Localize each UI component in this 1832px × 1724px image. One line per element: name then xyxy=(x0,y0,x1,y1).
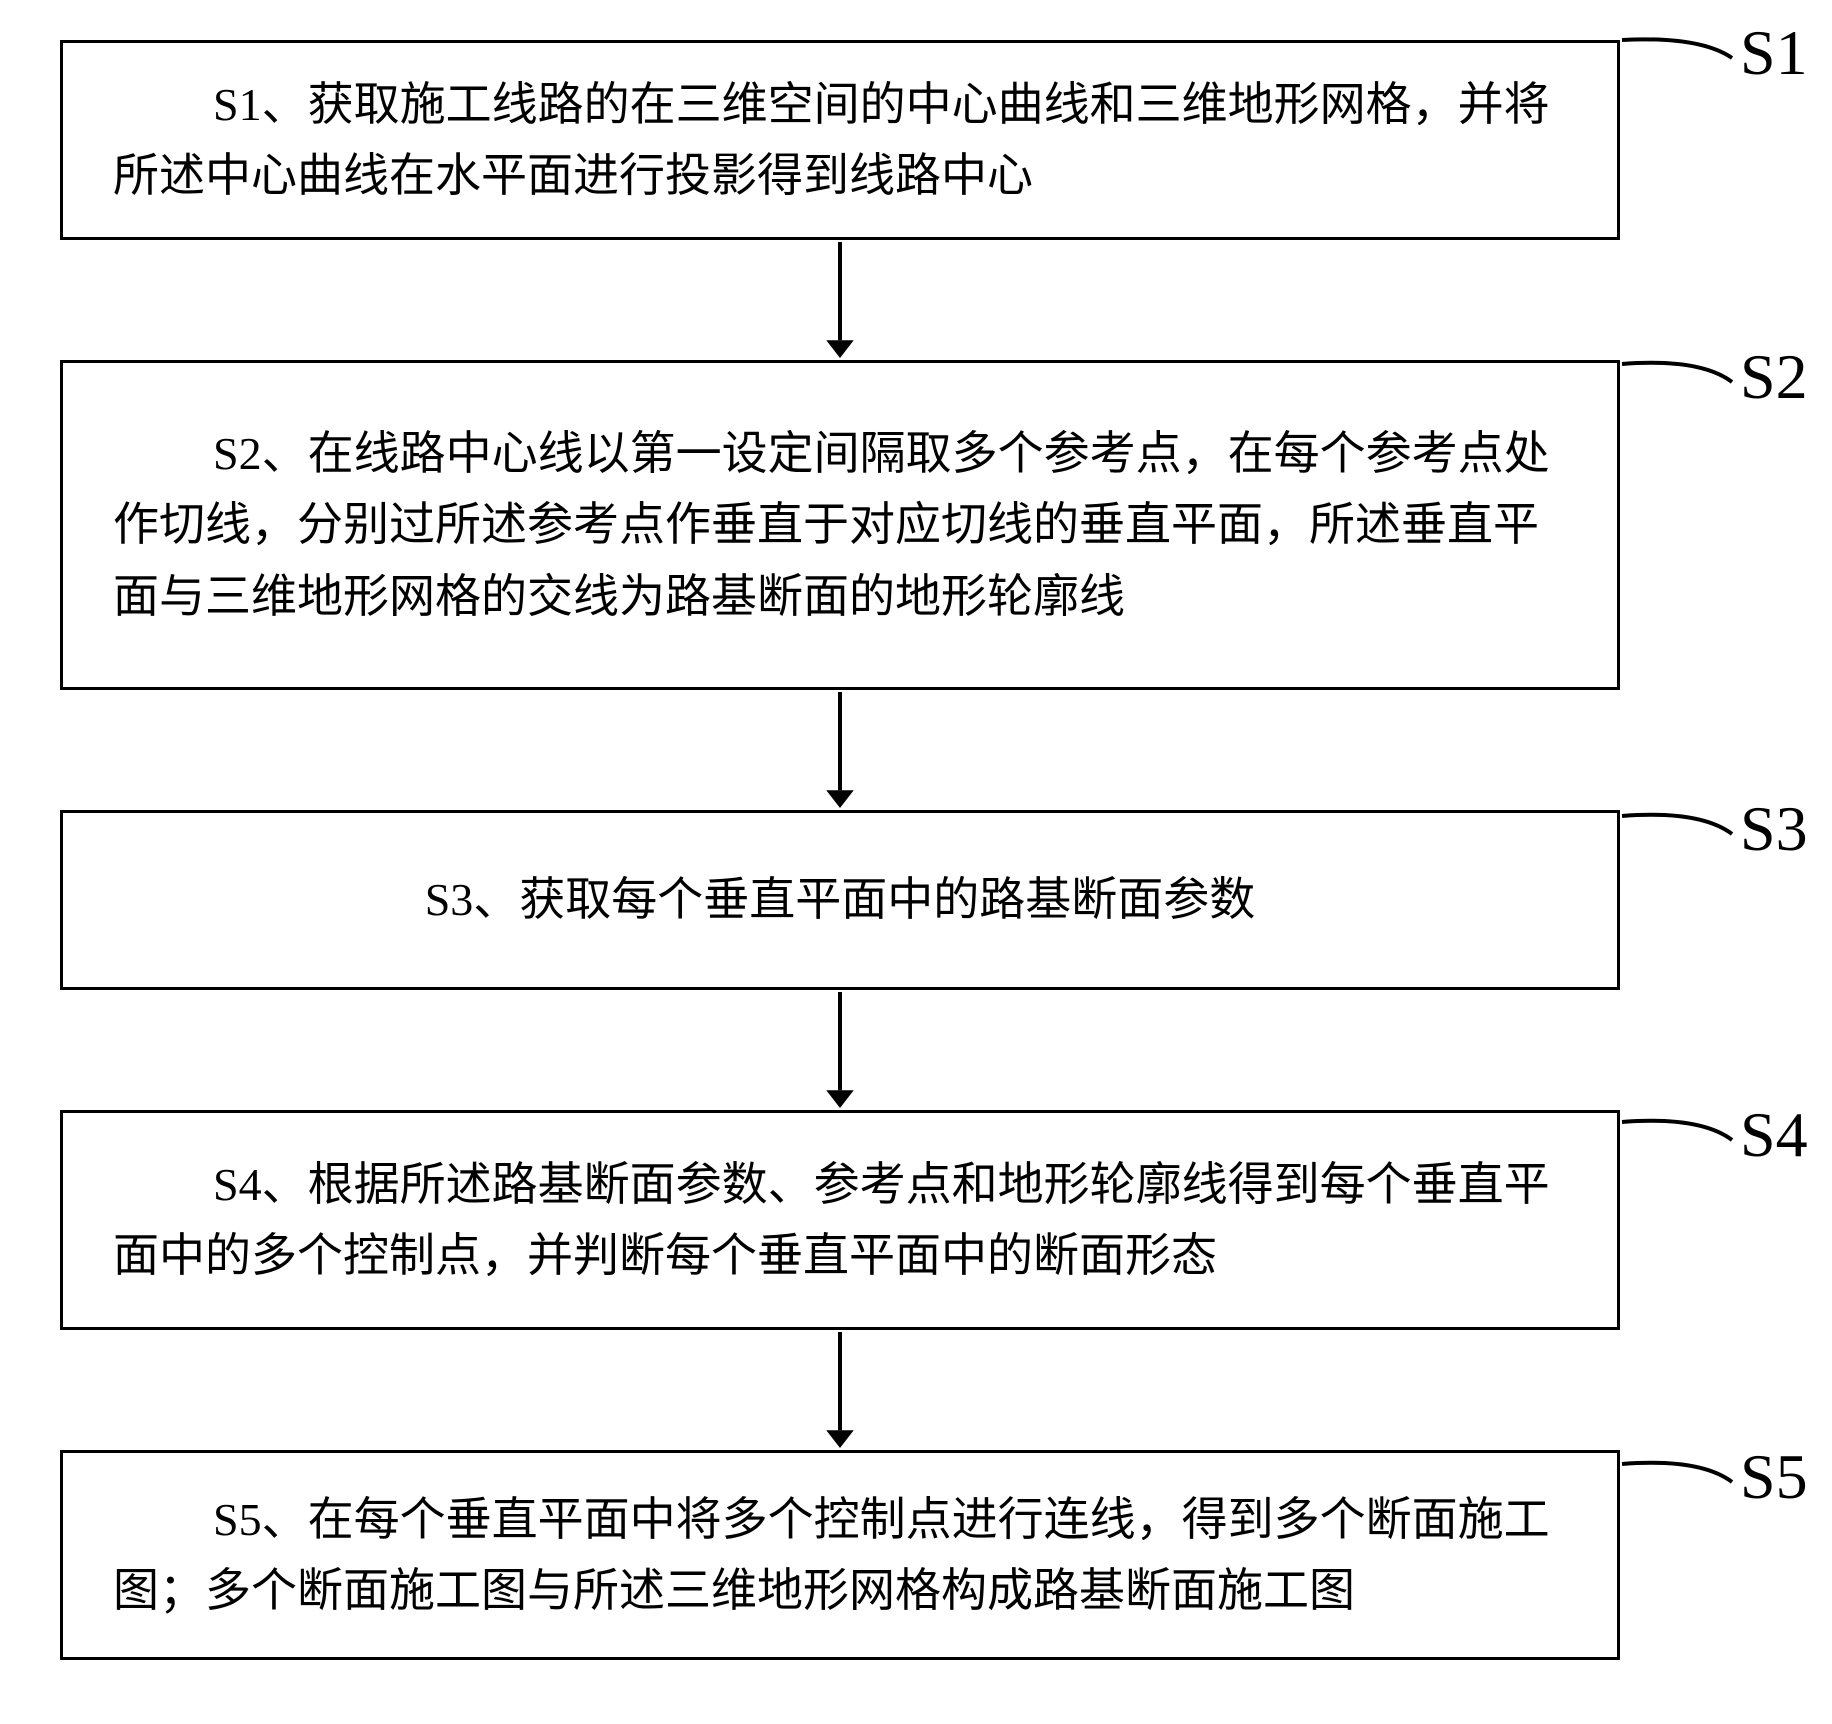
flow-step-text: S1、获取施工线路的在三维空间的中心曲线和三维地形网格，并将所述中心曲线在水平面… xyxy=(113,69,1567,212)
flow-step-s2: S2、在线路中心线以第一设定间隔取多个参考点，在每个参考点处作切线，分别过所述参… xyxy=(60,360,1620,690)
flow-step-text: S4、根据所述路基断面参数、参考点和地形轮廓线得到每个垂直平面中的多个控制点，并… xyxy=(113,1149,1567,1292)
step-label-s5: S5 xyxy=(1740,1440,1808,1514)
flow-arrow xyxy=(60,990,1620,1110)
step-label-s4: S4 xyxy=(1740,1098,1808,1172)
flow-arrow xyxy=(60,690,1620,810)
flow-step-s3: S3、获取每个垂直平面中的路基断面参数 xyxy=(60,810,1620,990)
flow-arrow xyxy=(60,1330,1620,1450)
step-label-s1: S1 xyxy=(1740,16,1808,90)
step-label-s2: S2 xyxy=(1740,340,1808,414)
step-label-s3: S3 xyxy=(1740,792,1808,866)
flow-step-text: S2、在线路中心线以第一设定间隔取多个参考点，在每个参考点处作切线，分别过所述参… xyxy=(113,418,1567,632)
flow-arrow xyxy=(60,240,1620,360)
flow-step-s1: S1、获取施工线路的在三维空间的中心曲线和三维地形网格，并将所述中心曲线在水平面… xyxy=(60,40,1620,240)
flow-step-text: S5、在每个垂直平面中将多个控制点进行连线，得到多个断面施工图；多个断面施工图与… xyxy=(113,1484,1567,1627)
flowchart-container: S1、获取施工线路的在三维空间的中心曲线和三维地形网格，并将所述中心曲线在水平面… xyxy=(60,40,1620,1660)
flow-step-s4: S4、根据所述路基断面参数、参考点和地形轮廓线得到每个垂直平面中的多个控制点，并… xyxy=(60,1110,1620,1330)
flow-step-s5: S5、在每个垂直平面中将多个控制点进行连线，得到多个断面施工图；多个断面施工图与… xyxy=(60,1450,1620,1660)
flow-step-text: S3、获取每个垂直平面中的路基断面参数 xyxy=(113,864,1567,935)
